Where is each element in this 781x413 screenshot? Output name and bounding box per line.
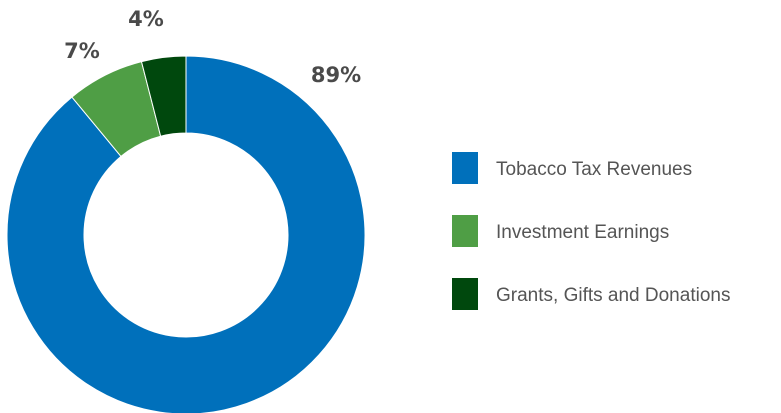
donut-slices xyxy=(6,55,366,413)
percent-labels: 89% 7% 4% xyxy=(64,7,361,87)
slice-label-investment: 7% xyxy=(64,39,100,63)
legend-item-tobacco: Tobacco Tax Revenues xyxy=(452,152,692,184)
legend-swatch-tobacco xyxy=(452,152,478,184)
legend-label-tobacco: Tobacco Tax Revenues xyxy=(496,159,692,180)
legend-item-investment: Investment Earnings xyxy=(452,215,669,247)
slice-tobacco xyxy=(6,55,366,413)
legend-swatch-grants xyxy=(452,278,478,310)
slice-label-tobacco: 89% xyxy=(311,63,361,87)
legend-item-grants: Grants, Gifts and Donations xyxy=(452,278,730,310)
legend: Tobacco Tax Revenues Investment Earnings… xyxy=(452,152,730,310)
legend-label-investment: Investment Earnings xyxy=(496,222,669,243)
legend-swatch-investment xyxy=(452,215,478,247)
slice-grants xyxy=(140,55,187,137)
legend-label-grants: Grants, Gifts and Donations xyxy=(496,285,730,306)
slice-label-grants: 4% xyxy=(128,7,164,31)
